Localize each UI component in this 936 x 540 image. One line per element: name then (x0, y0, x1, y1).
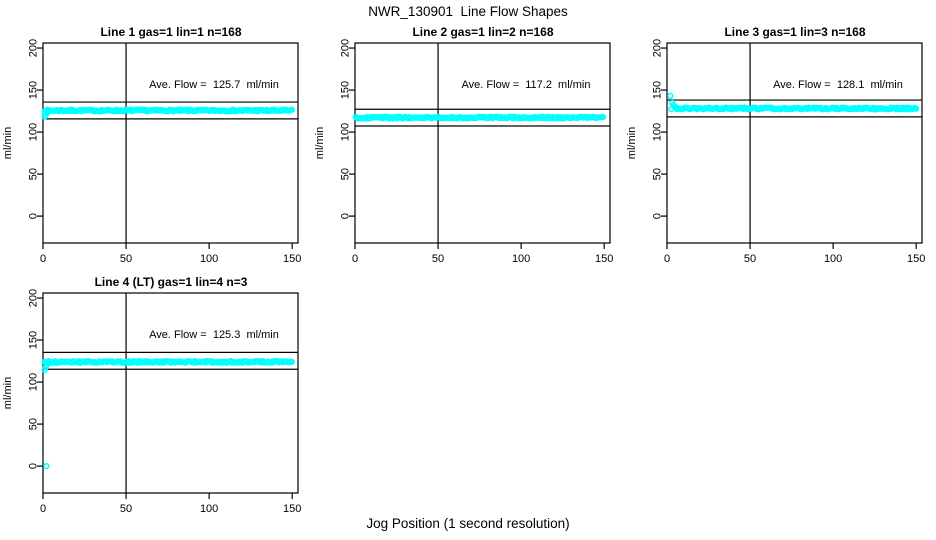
plot-box (354, 42, 611, 244)
x-tick-label: 100 (824, 253, 842, 265)
panel-title-line-4: Line 4 (LT) gas=1 lin=4 n=3 (94, 275, 248, 289)
panel-line-4: 0 50 100 150 200 0 50 100 150 ml/min Line 4 (LT) … (0, 270, 312, 520)
data-points (41, 106, 296, 120)
y-axis-label: ml/min (2, 127, 14, 159)
ave-flow-annotation-line-2: Ave. Flow = 117.2 ml/min (461, 79, 591, 91)
panel-line-3: 0 50 100 150 200 0 50 100 150 ml/min Line 3 gas=1… (624, 20, 936, 270)
x-tick-label: 0 (40, 503, 46, 515)
data-point-lead-in (45, 108, 52, 115)
y-axis-label: ml/min (2, 377, 14, 409)
y-tick-label: 200 (28, 39, 40, 57)
y-tick-label: 150 (652, 81, 664, 99)
y-tick-label: 150 (28, 331, 40, 349)
y-tick-label: 150 (28, 81, 40, 99)
data-point-lead-in (45, 359, 53, 366)
plot-line-2: 0 50 100 150 200 0 50 100 150 ml/min (314, 39, 613, 265)
ave-flow-annotation-line-3: Ave. Flow = 128.1 ml/min (773, 79, 903, 91)
x-tick-label: 0 (352, 253, 358, 265)
data-points (41, 357, 296, 470)
y-tick-label: 150 (340, 81, 352, 99)
data-point (288, 358, 296, 365)
plot-line-1: 0 50 100 150 200 0 50 100 150 ml/min (2, 39, 301, 265)
x-tick-label: 150 (283, 253, 301, 265)
y-tick-label: 50 (340, 168, 352, 180)
plot-box (42, 42, 299, 244)
x-tick-label: 50 (120, 503, 132, 515)
data-point (363, 115, 370, 122)
y-axis-label: ml/min (314, 127, 326, 159)
y-tick-label: 200 (340, 39, 352, 57)
data-point-lead-in (667, 92, 674, 100)
data-point-outlier (43, 462, 50, 470)
y-tick-label: 0 (28, 213, 40, 219)
data-point (288, 106, 296, 113)
panel-title-line-2: Line 2 gas=1 lin=2 n=168 (412, 25, 554, 39)
x-tick-label: 100 (512, 253, 530, 265)
data-point-lead-in (673, 104, 681, 112)
panel-line-1: 0 50 100 150 200 0 50 100 150 ml/min Line 1 gas=1… (0, 20, 312, 270)
y-tick-label: 0 (28, 463, 40, 469)
y-tick-label: 50 (28, 168, 40, 180)
x-tick-label: 0 (664, 253, 670, 265)
y-tick-label: 100 (28, 373, 40, 391)
panel-line-2: 0 50 100 150 200 0 50 100 150 ml/min Line 2 gas=1… (312, 20, 624, 270)
x-tick-label: 150 (907, 253, 925, 265)
figure-title: NWR_130901 Line Flow Shapes (368, 4, 568, 19)
data-points (667, 92, 920, 113)
y-tick-label: 200 (652, 39, 664, 57)
x-tick-label: 50 (432, 253, 444, 265)
y-tick-label: 0 (340, 213, 352, 219)
plot-box (666, 42, 923, 244)
y-axis-label: ml/min (626, 127, 638, 159)
x-tick-label: 100 (200, 253, 218, 265)
y-tick-label: 50 (652, 168, 664, 180)
ave-flow-annotation-line-4: Ave. Flow = 125.3 ml/min (149, 329, 279, 341)
plot-line-4: 0 50 100 150 200 0 50 100 150 ml/min (2, 289, 301, 515)
x-tick-label: 150 (283, 503, 301, 515)
y-tick-label: 100 (28, 123, 40, 141)
panel-title-line-1: Line 1 gas=1 lin=1 n=168 (100, 25, 242, 39)
data-points (352, 113, 607, 122)
y-tick-label: 200 (28, 289, 40, 307)
x-tick-label: 50 (120, 253, 132, 265)
ave-flow-annotation-line-1: Ave. Flow = 125.7 ml/min (149, 79, 279, 91)
y-tick-label: 0 (652, 213, 664, 219)
x-tick-label: 150 (595, 253, 613, 265)
y-tick-label: 100 (652, 123, 664, 141)
data-point (913, 105, 920, 112)
data-point (599, 113, 607, 121)
y-tick-label: 50 (28, 418, 40, 430)
x-tick-label: 100 (200, 503, 218, 515)
x-tick-label: 50 (744, 253, 756, 265)
plot-line-3: 0 50 100 150 200 0 50 100 150 ml/min (626, 39, 925, 265)
x-axis-label: Jog Position (1 second resolution) (366, 516, 570, 531)
x-tick-label: 0 (40, 253, 46, 265)
plot-box (42, 292, 299, 494)
y-tick-label: 100 (340, 123, 352, 141)
panel-title-line-3: Line 3 gas=1 lin=3 n=168 (724, 25, 866, 39)
